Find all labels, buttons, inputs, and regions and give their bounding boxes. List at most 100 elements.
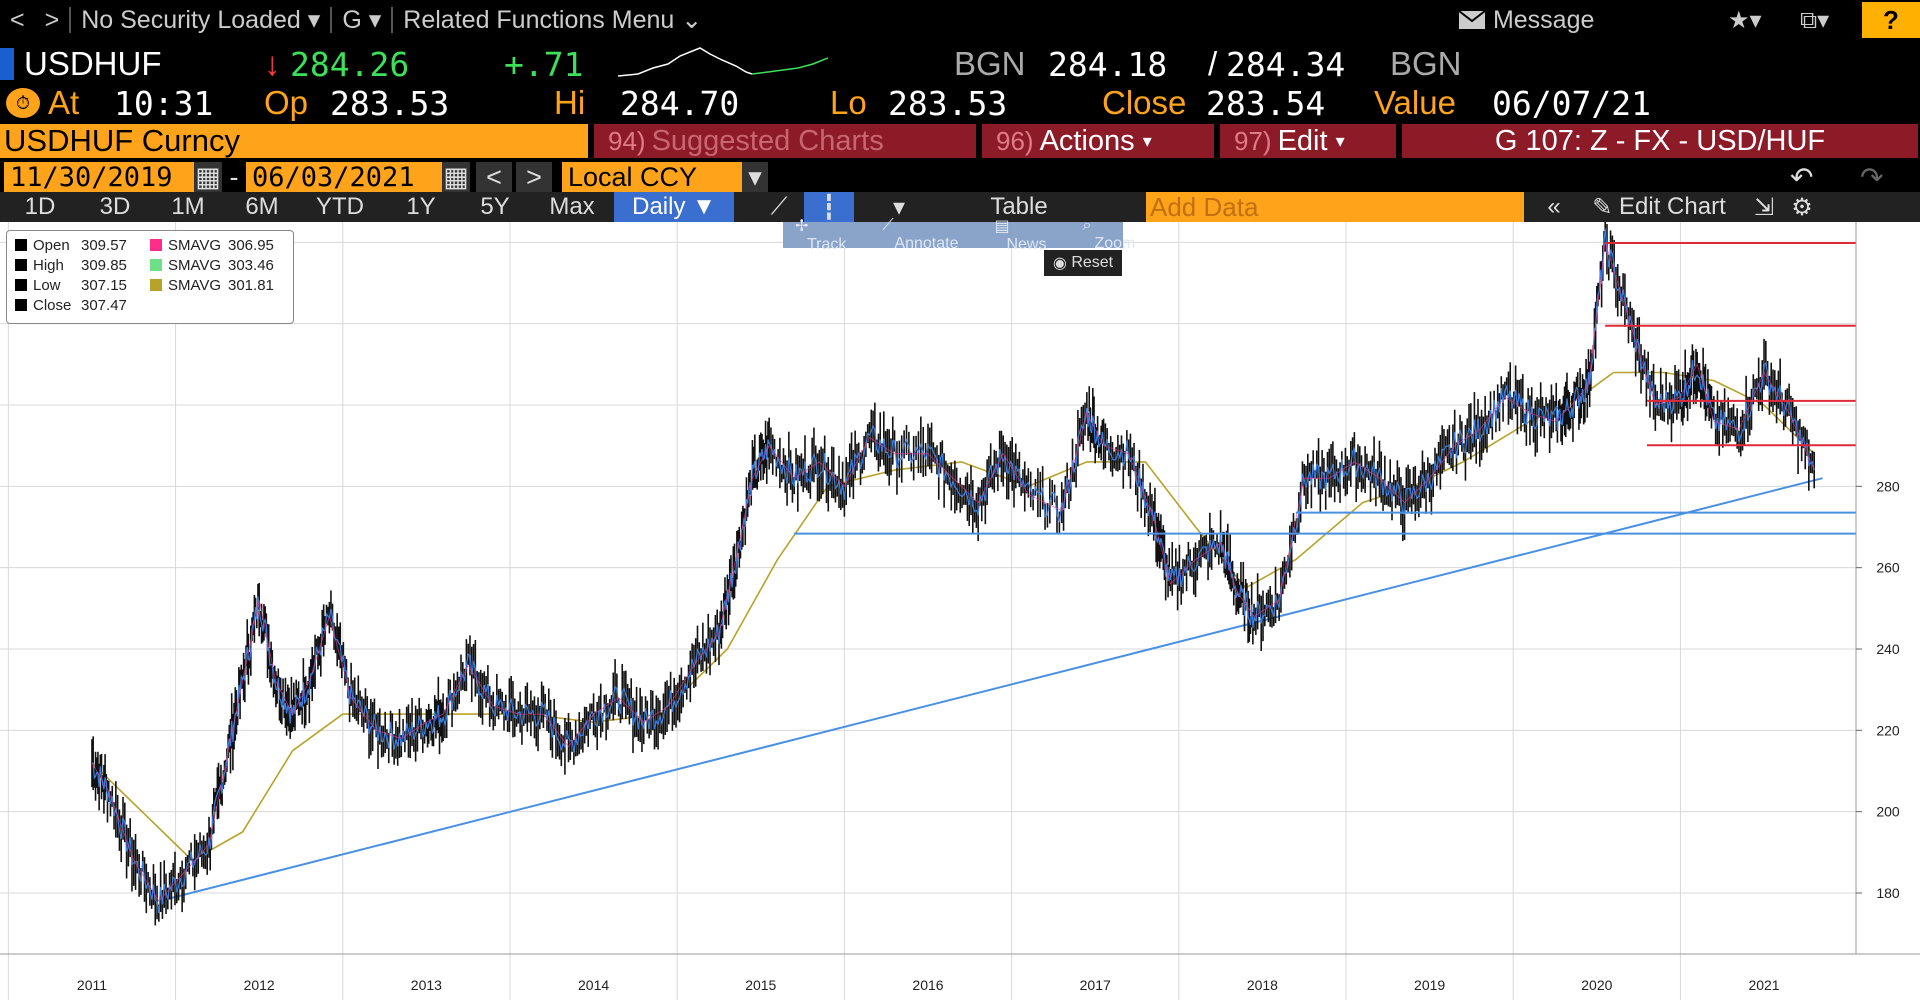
- legend-close-label: Close: [33, 296, 72, 314]
- track-tool[interactable]: ✢ Track: [783, 216, 870, 254]
- chevron-down-icon[interactable]: ▾: [742, 162, 768, 192]
- y-tick-label: 220: [1876, 722, 1900, 738]
- edit-label: Edit: [1277, 124, 1328, 157]
- legend-smavg3-value: 301.81: [228, 276, 274, 294]
- high-swatch: [15, 259, 27, 271]
- candlestick-icon[interactable]: ┇: [804, 192, 854, 222]
- edit-chart-button[interactable]: ✎ Edit Chart: [1574, 192, 1744, 222]
- period-6m[interactable]: 6M: [245, 193, 279, 220]
- legend-smavg1-label: SMAVG: [168, 236, 222, 254]
- smavg2-swatch: [150, 259, 162, 271]
- x-tick-label: 2014: [578, 977, 609, 993]
- annotate-tool[interactable]: ⟋ Annotate: [870, 217, 982, 253]
- edit-chart-label: Edit Chart: [1619, 193, 1726, 220]
- ticker-symbol: USDHUF: [24, 45, 162, 82]
- reset-button[interactable]: ◉ Reset: [1044, 250, 1122, 276]
- actions-button[interactable]: 96) Actions ▾: [982, 124, 1214, 158]
- calendar-icon[interactable]: ▦: [194, 161, 222, 192]
- suggested-charts-number: 94): [608, 125, 646, 156]
- back-button[interactable]: <: [10, 5, 25, 34]
- price-line: [91, 228, 1815, 914]
- calendar-icon[interactable]: ▦: [442, 161, 470, 192]
- chevron-down-icon[interactable]: ▾: [892, 193, 906, 221]
- smavg1-swatch: [150, 239, 162, 251]
- sparkline-icon: [618, 47, 828, 77]
- period-toolbar: 1D 3D 1M 6M YTD 1Y 5Y Max Daily ▼ ⟋ ┇ ▾ …: [0, 192, 1920, 222]
- annotate-label: Annotate: [894, 235, 959, 252]
- related-functions-menu[interactable]: Related Functions Menu ⌄: [393, 0, 712, 40]
- support-trendline: [158, 477, 1823, 903]
- message-button[interactable]: Message: [1448, 0, 1604, 40]
- window-menu-button[interactable]: ⧉▾: [1790, 0, 1839, 40]
- zoom-tool[interactable]: ⌕ Zoom: [1070, 217, 1159, 253]
- next-period-button[interactable]: >: [516, 162, 552, 192]
- collapse-button[interactable]: «: [1547, 193, 1561, 220]
- message-label: Message: [1492, 5, 1595, 34]
- x-tick-label: 2012: [244, 977, 275, 993]
- legend-open-value: 309.57: [81, 236, 127, 254]
- at-label: At: [48, 84, 80, 121]
- price-chart[interactable]: 339.84319.50301.00290.10273.54268.38284.…: [0, 222, 1920, 1000]
- gear-icon[interactable]: ⚙: [1791, 193, 1813, 221]
- related-functions-label: Related Functions Menu: [403, 5, 675, 34]
- g-menu-dropdown[interactable]: G ▾: [332, 0, 391, 40]
- radio-icon: ◉: [1052, 255, 1067, 272]
- table-button[interactable]: Table: [990, 193, 1048, 220]
- chevron-down-icon: ▾: [368, 6, 382, 34]
- track-label: Track: [807, 236, 847, 253]
- period-1y[interactable]: 1Y: [406, 193, 436, 220]
- legend-high-label: High: [33, 256, 64, 274]
- ask-source: BGN: [1390, 45, 1462, 82]
- legend-open-label: Open: [33, 236, 70, 254]
- chart-series: [91, 222, 1823, 926]
- edit-button[interactable]: 97) Edit ▾: [1220, 124, 1396, 158]
- bid-ask-separator: /: [1208, 45, 1218, 82]
- double-chevron-down-icon: ⌄: [681, 6, 703, 34]
- start-date-input[interactable]: 11/30/2019: [4, 162, 194, 193]
- news-tool[interactable]: ▤ News: [982, 216, 1070, 254]
- low-swatch: [15, 279, 27, 291]
- smavg3-swatch: [150, 279, 162, 291]
- open-swatch: [15, 239, 27, 251]
- close-label: Close: [1102, 84, 1187, 121]
- export-icon[interactable]: ⇲: [1753, 193, 1775, 221]
- suggested-charts-button[interactable]: 94) Suggested Charts: [594, 124, 976, 158]
- bid-price: 284.18: [1048, 44, 1168, 84]
- forward-button[interactable]: >: [44, 5, 60, 34]
- legend-low-label: Low: [33, 276, 61, 294]
- chevron-down-icon: ▾: [307, 6, 321, 34]
- period-1m[interactable]: 1M: [171, 193, 205, 220]
- period-max[interactable]: Max: [549, 193, 595, 220]
- period-ytd[interactable]: YTD: [316, 193, 364, 220]
- currency-select[interactable]: Local CCY: [562, 162, 742, 192]
- redo-button[interactable]: ↷: [1860, 161, 1884, 193]
- security-dropdown-label: No Security Loaded: [81, 5, 301, 34]
- window-icon: ⧉▾: [1800, 6, 1830, 34]
- help-button[interactable]: ?: [1862, 2, 1920, 38]
- at-time: 10:31: [114, 83, 214, 123]
- price-change: +.71: [504, 44, 584, 84]
- period-5y[interactable]: 5Y: [480, 193, 510, 220]
- news-label: News: [1006, 236, 1047, 253]
- favorites-button[interactable]: ★▾: [1718, 0, 1772, 40]
- security-dropdown[interactable]: No Security Loaded ▾: [71, 0, 330, 40]
- smavg-line: [91, 371, 1815, 862]
- divider: [69, 7, 72, 33]
- end-date-input[interactable]: 06/03/2021: [246, 162, 442, 193]
- top-nav: < > No Security Loaded ▾ G ▾ Related Fun…: [0, 0, 1920, 40]
- period-3d[interactable]: 3D: [99, 193, 131, 220]
- security-field[interactable]: USDHUF Curncy: [0, 123, 588, 158]
- add-data-input[interactable]: Add Data: [1146, 192, 1524, 222]
- undo-button[interactable]: ↶: [1790, 161, 1814, 193]
- frequency-label: Daily: [632, 193, 686, 220]
- ticker-row-2: ⏱ At 10:31 Op 283.53 Hi 284.70 Lo 283.53…: [0, 83, 1920, 123]
- line-chart-icon[interactable]: ⟋: [770, 193, 788, 220]
- smavg-short-line: [91, 242, 1815, 902]
- prev-period-button[interactable]: <: [476, 162, 512, 192]
- x-tick-label: 2011: [77, 977, 107, 993]
- period-1d[interactable]: 1D: [24, 193, 56, 220]
- ticker-row-1: USDHUF ↓ 284.26 +.71 BGN 284.18 / 284.34…: [0, 44, 1920, 84]
- y-tick-label: 200: [1876, 804, 1900, 820]
- frequency-select[interactable]: Daily ▼: [614, 192, 734, 222]
- x-tick-label: 2020: [1581, 977, 1612, 993]
